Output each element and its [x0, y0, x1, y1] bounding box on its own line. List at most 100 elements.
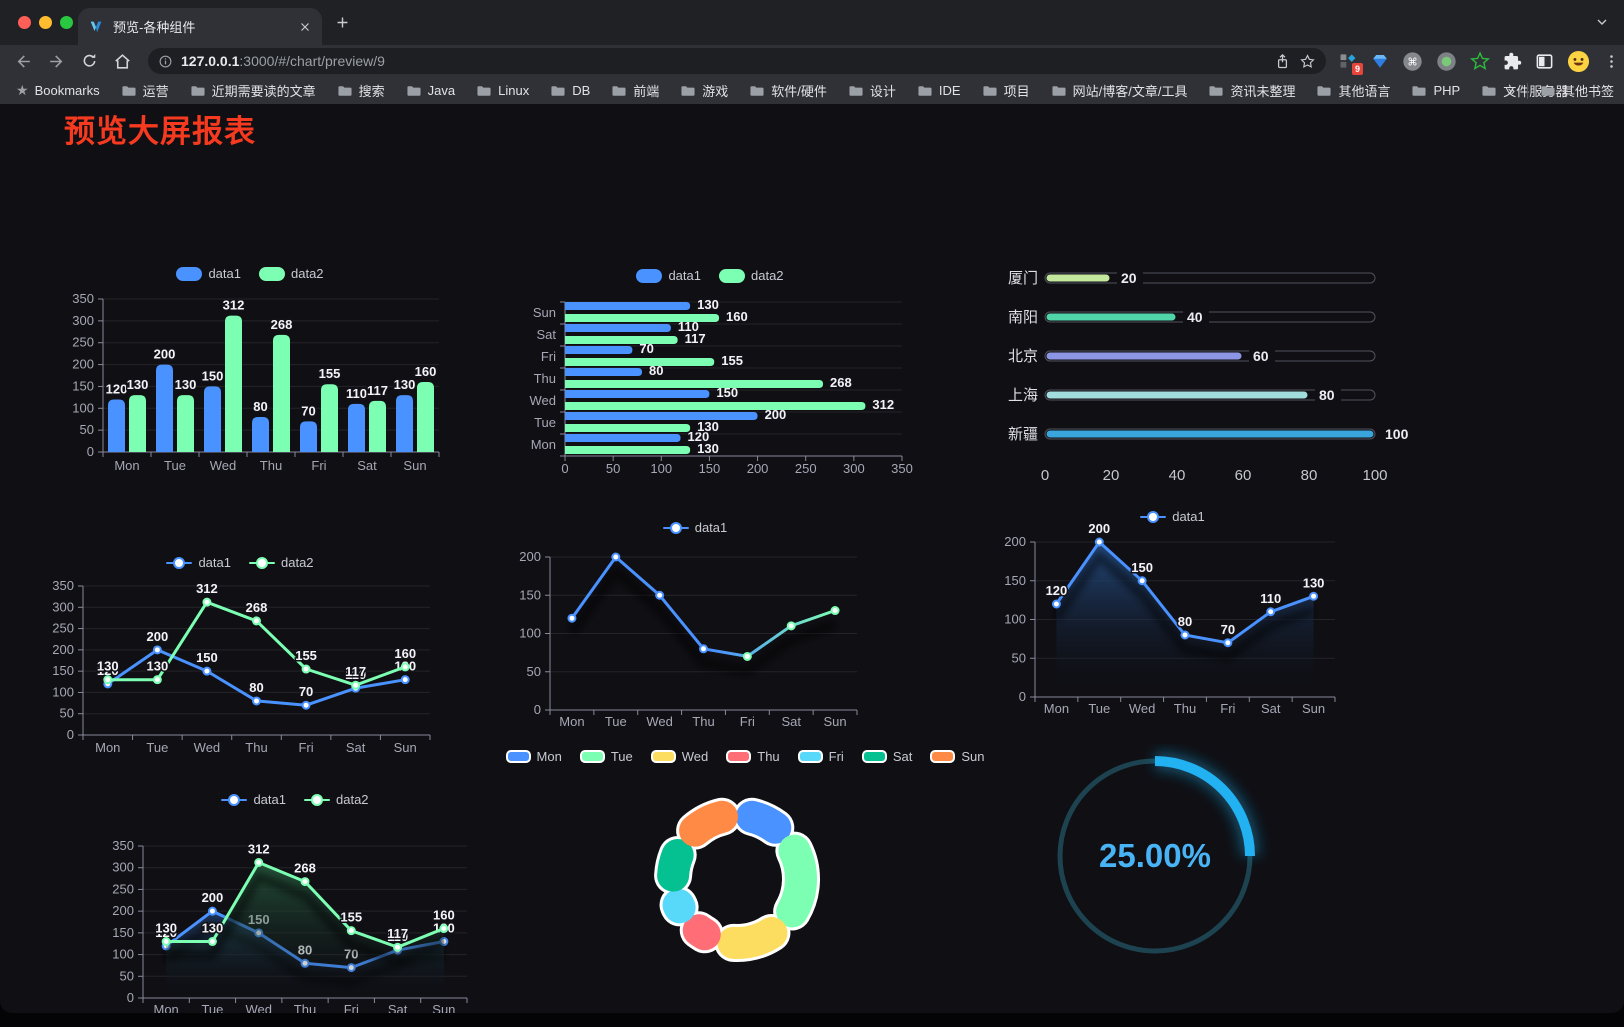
legend-item[interactable]: data1: [176, 266, 241, 281]
svg-text:130: 130: [97, 659, 119, 674]
bookmark-folder[interactable]: 资讯未整理: [1208, 81, 1295, 100]
reload-button[interactable]: [80, 52, 99, 71]
svg-text:312: 312: [196, 581, 218, 596]
legend-item[interactable]: data2: [304, 792, 369, 807]
legend-item[interactable]: Sat: [861, 749, 912, 764]
svg-text:Fri: Fri: [1220, 701, 1235, 716]
minimize-window-button[interactable]: [39, 16, 52, 29]
star-icon: ★: [16, 82, 29, 98]
svg-text:Thu: Thu: [1174, 701, 1196, 716]
tab-list-chevron-icon[interactable]: [1594, 14, 1610, 30]
address-bar[interactable]: 127.0.0.1:3000/#/chart/preview/9: [148, 48, 1326, 74]
forward-button[interactable]: [47, 52, 66, 71]
gem-extension-icon[interactable]: [1371, 52, 1389, 70]
svg-text:50: 50: [606, 461, 620, 476]
bookmark-folder[interactable]: DB: [550, 81, 590, 100]
svg-text:350: 350: [891, 461, 913, 476]
bookmark-folder[interactable]: Linux: [476, 81, 529, 100]
zoom-window-button[interactable]: [60, 16, 73, 29]
other-bookmarks-folder[interactable]: 其他书签: [1540, 81, 1614, 100]
new-tab-button[interactable]: [334, 14, 351, 31]
extensions-puzzle-icon[interactable]: [1503, 52, 1522, 71]
tab-close-icon[interactable]: [298, 20, 312, 34]
bookmark-folder[interactable]: 运营: [121, 81, 169, 100]
bookmarks-overflow-chevron[interactable]: »: [1507, 83, 1515, 98]
chart-legend: data1 data2: [30, 266, 470, 281]
svg-text:150: 150: [72, 378, 94, 393]
home-button[interactable]: [113, 52, 132, 71]
legend-item[interactable]: data1: [636, 268, 701, 283]
command-extension-icon[interactable]: ⌘: [1402, 51, 1423, 72]
svg-text:厦门: 厦门: [1008, 270, 1038, 287]
legend-item[interactable]: data1: [662, 520, 727, 535]
legend-item[interactable]: Thu: [726, 749, 780, 764]
legend-item[interactable]: data2: [719, 268, 784, 283]
svg-text:200: 200: [154, 347, 176, 362]
svg-text:Fri: Fri: [298, 740, 313, 755]
extension-tabs-icon[interactable]: 9: [1338, 51, 1363, 75]
traffic-lights: [18, 16, 73, 29]
svg-text:20: 20: [1121, 270, 1137, 286]
back-button[interactable]: [14, 52, 33, 71]
legend-item[interactable]: Wed: [650, 749, 708, 764]
bookmarks-manager[interactable]: ★ Bookmarks: [16, 82, 100, 99]
svg-text:130: 130: [697, 297, 719, 312]
bookmark-folder[interactable]: 软件/硬件: [749, 81, 827, 100]
site-info-icon[interactable]: [158, 54, 173, 69]
bookmark-folder[interactable]: PHP: [1411, 81, 1460, 100]
svg-text:150: 150: [519, 587, 541, 602]
star-extension-icon[interactable]: [1470, 51, 1490, 71]
svg-text:80: 80: [249, 680, 263, 695]
bookmark-folder[interactable]: 前端: [611, 81, 659, 100]
legend-item[interactable]: Sun: [930, 749, 984, 764]
share-icon[interactable]: [1274, 53, 1291, 70]
svg-text:100: 100: [52, 684, 74, 699]
legend-item[interactable]: data2: [259, 266, 324, 281]
svg-text:80: 80: [1301, 467, 1318, 484]
bookmark-folder[interactable]: 游戏: [680, 81, 728, 100]
svg-text:117: 117: [345, 664, 366, 679]
legend-item[interactable]: data1: [166, 555, 231, 570]
legend-item[interactable]: Mon: [505, 749, 562, 764]
svg-text:250: 250: [795, 461, 817, 476]
browser-tab[interactable]: 预览-各种组件: [78, 8, 322, 45]
svg-text:268: 268: [246, 600, 268, 615]
bookmark-folder[interactable]: 搜索: [337, 81, 385, 100]
close-window-button[interactable]: [18, 16, 31, 29]
profile-avatar[interactable]: [1567, 50, 1590, 73]
svg-text:130: 130: [394, 377, 416, 392]
record-extension-icon[interactable]: [1436, 51, 1457, 72]
bookmark-folder[interactable]: 其他语言: [1316, 81, 1390, 100]
svg-text:250: 250: [52, 621, 74, 636]
svg-text:120: 120: [1046, 583, 1068, 598]
svg-text:130: 130: [147, 659, 169, 674]
svg-text:350: 350: [72, 291, 94, 306]
legend-item[interactable]: Fri: [797, 749, 844, 764]
bookmark-folder[interactable]: 网站/博客/文章/工具: [1051, 81, 1187, 100]
legend-item[interactable]: data2: [249, 555, 314, 570]
bookmark-folder[interactable]: 项目: [982, 81, 1030, 100]
svg-text:Fri: Fri: [344, 1002, 359, 1013]
legend-item[interactable]: data1: [221, 792, 286, 807]
svg-text:120: 120: [97, 663, 119, 678]
menu-kebab-icon[interactable]: [1603, 53, 1620, 70]
svg-text:300: 300: [72, 313, 94, 328]
bookmark-folder[interactable]: IDE: [917, 81, 961, 100]
svg-text:200: 200: [1088, 521, 1110, 536]
svg-text:Tue: Tue: [201, 1002, 223, 1013]
bookmark-folder[interactable]: 设计: [848, 81, 896, 100]
legend-item[interactable]: Tue: [579, 749, 633, 764]
svg-text:80: 80: [1319, 387, 1335, 403]
svg-text:312: 312: [248, 842, 270, 857]
bookmark-folder[interactable]: Java: [406, 81, 455, 100]
svg-text:312: 312: [223, 298, 245, 313]
svg-text:200: 200: [519, 549, 541, 564]
legend-item[interactable]: data1: [1140, 509, 1205, 524]
side-panel-icon[interactable]: [1535, 52, 1554, 71]
bookmark-star-icon[interactable]: [1299, 53, 1316, 70]
svg-text:155: 155: [295, 648, 317, 663]
svg-text:Wed: Wed: [646, 714, 673, 729]
bookmark-folder[interactable]: 近期需要读的文章: [190, 81, 316, 100]
svg-text:Tue: Tue: [146, 740, 168, 755]
